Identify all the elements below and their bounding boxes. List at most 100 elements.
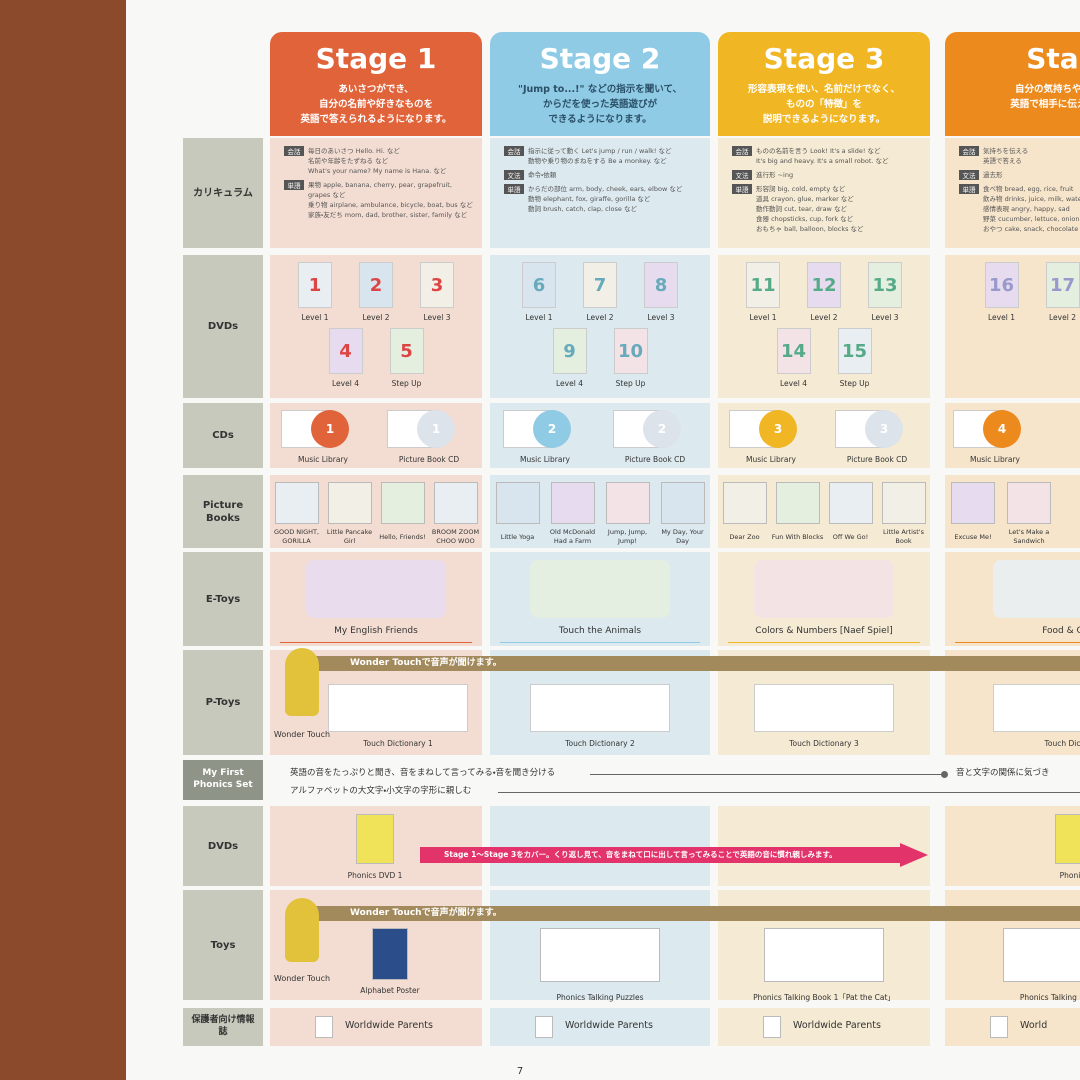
curriculum-text: 野菜 cucumber, lettuce, onion xyxy=(983,215,1080,223)
ptoy-label: Touch Dictionary 2 xyxy=(565,738,635,748)
toy-label: Phonics Talking Book 1「Pat the Cat」 xyxy=(753,992,895,1002)
dvd-cover: 8 xyxy=(644,262,678,308)
cd-label: Music Library xyxy=(298,454,348,464)
dvd-cover: 14 xyxy=(776,328,811,374)
dvd-label: Step Up xyxy=(391,378,422,388)
ptoy-image xyxy=(530,684,670,732)
curriculum-tag: 文法 xyxy=(959,170,979,180)
phonics-rule xyxy=(590,774,945,775)
phonics-text: 英語の音をたっぷりと聞き、音をまねして言ってみる・音を聞き分ける xyxy=(290,768,556,778)
etoy-label: Food & C xyxy=(1042,626,1080,636)
book-label: Off We Go! xyxy=(832,532,869,541)
book-cover xyxy=(380,482,425,524)
stage-cell xyxy=(490,138,710,248)
stage-description: ものの「特徴」を xyxy=(785,98,862,110)
toy-label: Phonics Talking Puzzles xyxy=(556,992,644,1002)
stage-cell xyxy=(718,1008,930,1046)
wonder-touch-device xyxy=(285,898,319,962)
stage-cell xyxy=(945,1008,1080,1046)
row-label: 保護者向け情報誌 xyxy=(183,1008,263,1046)
curriculum-text: おもちゃ ball, balloon, blocks など xyxy=(756,225,864,233)
wonder-touch-device xyxy=(285,648,319,716)
book-label: Little Pancake Girl xyxy=(326,528,373,545)
stage-description: 英語で答えられるようになります。 xyxy=(300,113,452,125)
row-label: Picture Books xyxy=(183,475,263,548)
curriculum-text: 感情表現 angry, happy, sad xyxy=(983,205,1070,213)
book-cover xyxy=(327,482,372,524)
cd-label: Picture Book CD xyxy=(398,454,460,464)
cd-disc: 2 xyxy=(533,410,571,448)
dvd-label: Level 4 xyxy=(556,378,583,388)
curriculum-text: 果物 apple, banana, cherry, pear, grapefru… xyxy=(308,181,452,189)
toy-label: Phonics Talking Book 2 xyxy=(1019,992,1080,1002)
dvd-cover: 10 xyxy=(613,328,648,374)
book-label: My Day, Your Day xyxy=(661,528,704,545)
dvd-label: Step Up xyxy=(839,378,870,388)
row-rule xyxy=(955,642,1080,643)
book-cover xyxy=(495,482,540,524)
ptoy-label: Touch Dictionary 1 xyxy=(363,738,433,748)
row-label: E-Toys xyxy=(183,552,263,646)
row-label: P-Toys xyxy=(183,650,263,755)
wonder-touch-banner xyxy=(290,656,1080,671)
curriculum-text: 乗り物 airplane, ambulance, bicycle, boat, … xyxy=(308,201,473,209)
curriculum-tag: 単語 xyxy=(504,184,524,194)
book-cover xyxy=(274,482,319,524)
phonics-arrow-text: Stage 1～Stage 3をカバー。くり返し見て、音をまねて口に出して言って… xyxy=(444,850,837,859)
cd-disc: 2 xyxy=(643,410,681,448)
stage-description: 形容表現を使い、名前だけでなく、 xyxy=(747,83,900,95)
stage-description: できるようになります。 xyxy=(548,113,652,125)
parents-icon xyxy=(535,1016,553,1038)
toy-label: Alphabet Poster xyxy=(360,985,420,995)
stage-cell xyxy=(270,138,482,248)
stage-description: 説明できるようになります。 xyxy=(762,113,886,125)
dvd-label: Level 2 xyxy=(810,312,838,322)
stage-header xyxy=(490,32,710,136)
ptoy-image xyxy=(328,684,468,732)
cd-label: Picture Book CD xyxy=(846,454,908,464)
cd-disc: 3 xyxy=(759,410,797,448)
curriculum-text: 名前や年齢をたずねる など xyxy=(308,157,389,165)
curriculum-text: おやつ cake, snack, chocolate xyxy=(983,225,1079,233)
book-label: BROOM ZOOM CHOO WOO xyxy=(431,528,480,545)
curriculum-text: 食器 chopsticks, cup, fork など xyxy=(756,215,854,223)
curriculum-text: 動物 elephant, fox, giraffe, gorilla など xyxy=(528,195,651,203)
book-label: Hello, Friends! xyxy=(379,532,426,541)
book-label: Little Artist's Book xyxy=(883,528,924,545)
ptoy-image xyxy=(992,684,1080,732)
dvd-label: Level 3 xyxy=(423,312,451,322)
ptoy-label: Touch Dic xyxy=(1044,738,1080,748)
row-label: Toys xyxy=(183,890,263,1000)
parents-icon xyxy=(315,1016,333,1038)
book-cover xyxy=(1007,482,1051,524)
curriculum-text: 動物や乗り物のまねをする Be a monkey. など xyxy=(528,157,667,165)
book-label: Jump, Jump, Jump! xyxy=(607,528,648,545)
wonder-touch-banner xyxy=(290,906,1080,921)
toy-image xyxy=(1002,928,1080,982)
dvd-cover: 11 xyxy=(746,262,780,308)
curriculum-text: 英語で答える xyxy=(983,157,1022,165)
dvd-cover: 4 xyxy=(328,328,363,374)
row-label: DVDs xyxy=(183,806,263,886)
dvd-label: Level 2 xyxy=(586,312,614,322)
toy-image xyxy=(764,928,884,982)
etoy-label: My English Friends xyxy=(334,626,418,636)
curriculum-text: 動作動詞 cut, tear, draw など xyxy=(756,205,847,213)
curriculum-text: grapes など xyxy=(308,191,346,199)
curriculum-tag: 文法 xyxy=(504,170,524,180)
phonics-rule xyxy=(498,792,1080,793)
curriculum-text: 命令・依頼 xyxy=(528,171,557,179)
curriculum-text: 動詞 brush, catch, clap, close など xyxy=(528,205,637,213)
wonder-touch-label: Wonder Touch xyxy=(273,730,331,739)
etoy-image xyxy=(530,560,670,618)
book-label: Dear Zoo xyxy=(729,532,760,541)
row-rule xyxy=(728,642,920,643)
ptoy-image xyxy=(754,684,894,732)
dvd-label: Level 1 xyxy=(525,312,553,322)
etoy-image xyxy=(754,560,894,618)
dvd-cover: 5 xyxy=(389,328,424,374)
dvd-label: Level 1 xyxy=(988,312,1015,322)
dvd-label: Level 2 xyxy=(1049,312,1076,322)
curriculum-text: 飲み物 drinks, juice, milk, water xyxy=(983,195,1080,203)
curriculum-tag: 会話 xyxy=(504,146,524,156)
